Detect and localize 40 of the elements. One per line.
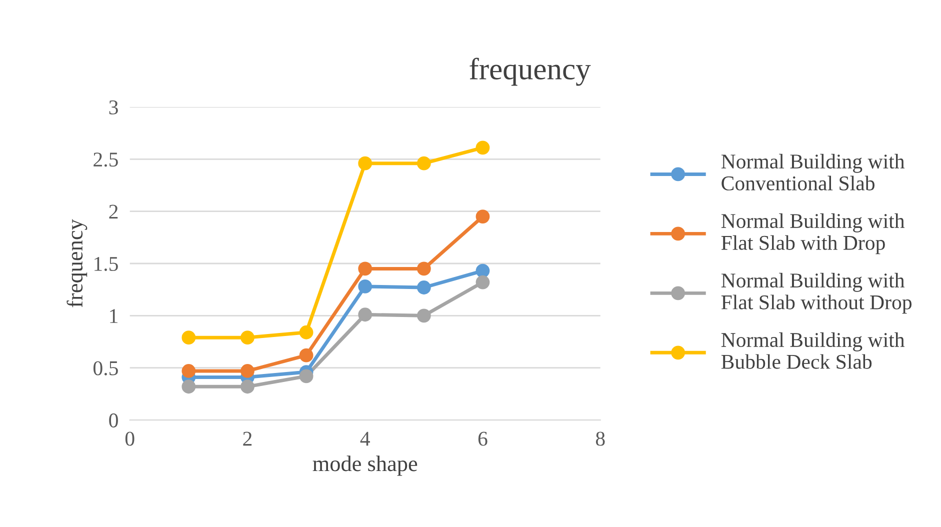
x-tick-label: 8 xyxy=(596,432,605,446)
point xyxy=(416,280,431,294)
point xyxy=(358,280,372,294)
point xyxy=(299,369,314,384)
y-tick-label: 1 xyxy=(110,309,118,323)
point xyxy=(358,262,372,276)
x-tick-label: 2 xyxy=(243,432,252,446)
legend-label: Normal Building with Conventional Slab xyxy=(721,154,905,190)
point xyxy=(299,325,314,340)
y-tick-label: 3 xyxy=(109,100,118,114)
y-tick-label: 1.5 xyxy=(94,256,118,272)
point xyxy=(182,330,196,345)
point xyxy=(182,364,196,378)
y-tick-label: 2 xyxy=(109,204,118,219)
point xyxy=(182,380,196,394)
point xyxy=(476,140,490,155)
x-tick-label: 4 xyxy=(360,432,370,446)
point xyxy=(240,364,254,378)
point xyxy=(240,330,254,345)
point xyxy=(476,210,490,224)
legend-label: Normal Building with Flat Slab without Drop xyxy=(721,272,912,314)
x-axis-title: mode shape xyxy=(312,456,418,476)
chart-title: frequency xyxy=(470,58,591,86)
point xyxy=(240,380,254,394)
y-tick-label: 2.5 xyxy=(94,152,118,167)
point xyxy=(299,348,314,362)
x-tick-label: 6 xyxy=(478,432,488,446)
point xyxy=(416,156,431,170)
legend-label: Normal Building with Flat Slab with Drop xyxy=(721,213,905,254)
y-tick-label: 0.5 xyxy=(94,361,118,376)
point xyxy=(416,308,431,323)
y-axis-title: frequency xyxy=(66,219,88,308)
point xyxy=(476,275,490,290)
point xyxy=(476,264,490,278)
point xyxy=(358,308,372,322)
x-tick-label: 0 xyxy=(125,432,134,446)
point xyxy=(358,156,372,170)
y-tick-label: 0 xyxy=(109,413,118,428)
legend-label: Normal Building with Bubble Deck Slab xyxy=(721,332,905,369)
point xyxy=(416,262,431,276)
